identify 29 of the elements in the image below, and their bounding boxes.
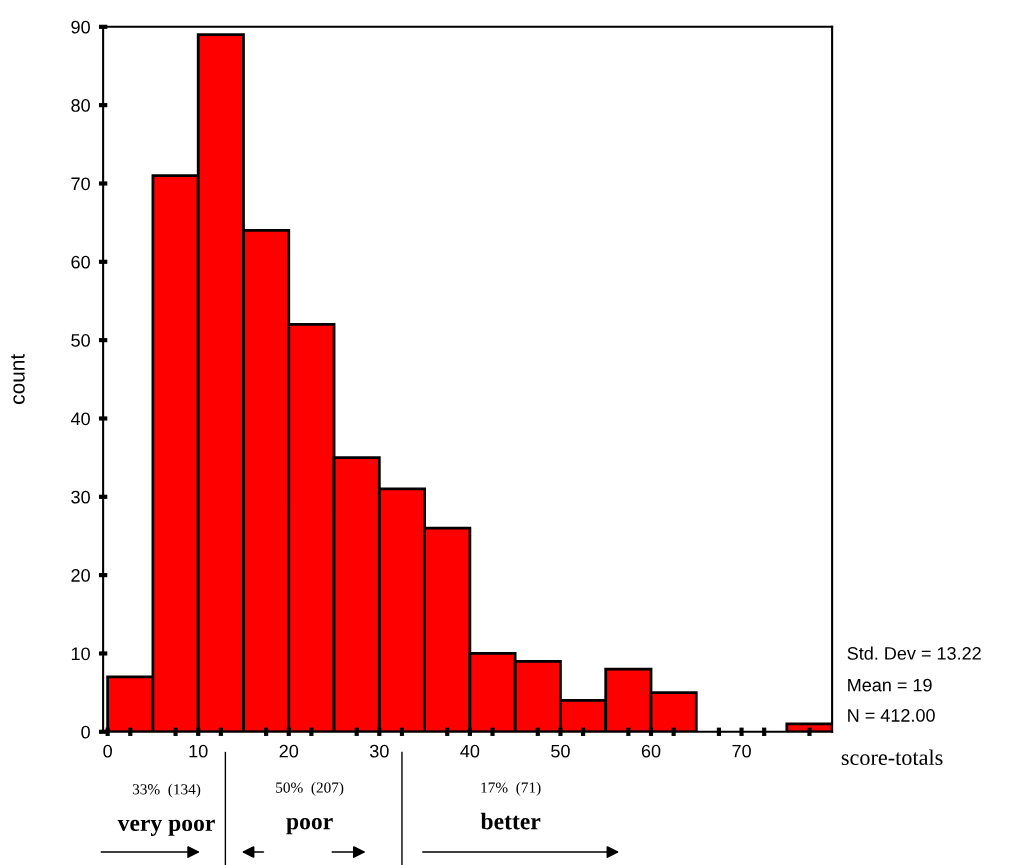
- y-tick-label: 50: [71, 334, 90, 347]
- x-axis-title: score-totals: [841, 749, 943, 766]
- text: 33% (134): [132, 783, 201, 798]
- x-tick-label: 60: [641, 744, 661, 758]
- y-tick-label: 30: [71, 490, 90, 504]
- x-tick-label: 10: [189, 744, 208, 758]
- text: N = 412.00: [848, 709, 935, 722]
- text: very poor: [117, 819, 215, 836]
- y-tick-label: 0: [81, 725, 90, 739]
- y-tick-label: 70: [71, 177, 90, 191]
- text: Mean = 19: [848, 678, 932, 692]
- x-tick-label: 70: [732, 744, 751, 758]
- text: Std. Dev = 13.22: [847, 646, 981, 660]
- text: poor: [286, 817, 333, 835]
- y-tick-label: 20: [71, 569, 90, 582]
- y-tick-label: 90: [71, 20, 90, 34]
- text: 50% (207): [276, 781, 344, 796]
- x-tick-label: 40: [460, 744, 480, 758]
- text: 17% (71): [481, 781, 541, 796]
- x-tick-label: 30: [369, 744, 389, 758]
- x-tick-label: 20: [279, 744, 299, 758]
- text: better: [480, 812, 541, 830]
- y-tick-label: 40: [70, 412, 90, 426]
- x-tick-label: 50: [551, 744, 570, 758]
- x-tick-label: 0: [103, 744, 112, 758]
- y-tick-label: 10: [71, 647, 90, 661]
- y-tick-label: 60: [71, 255, 90, 269]
- y-tick-label: 80: [71, 99, 90, 112]
- y-axis-title: count: [11, 353, 25, 404]
